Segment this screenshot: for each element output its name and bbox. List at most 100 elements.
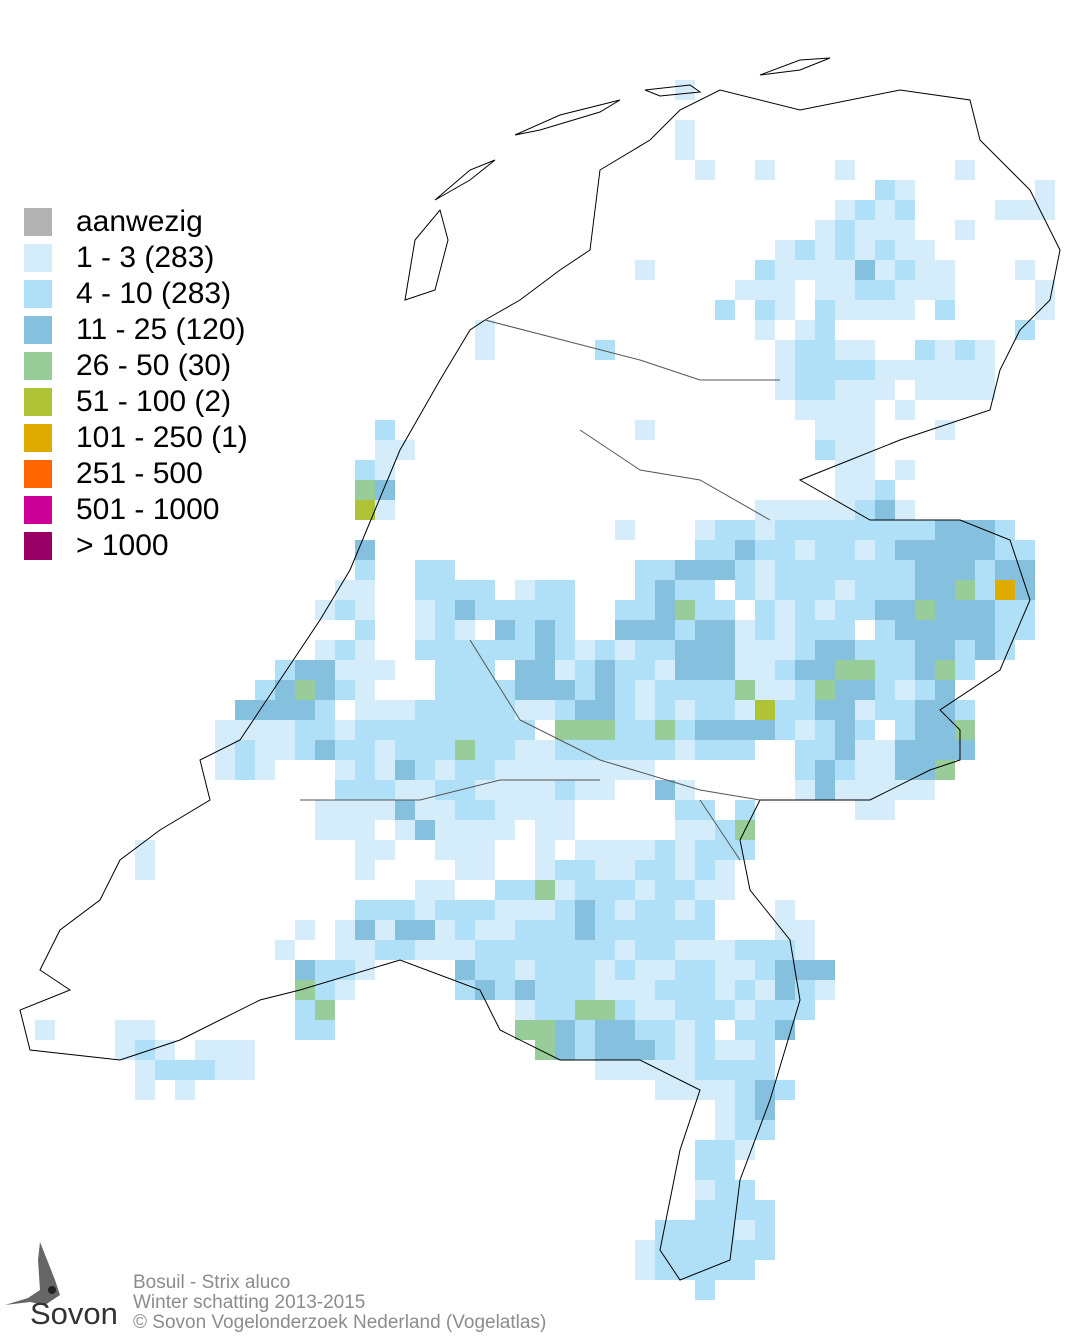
- grid-cell: [595, 1060, 615, 1080]
- grid-cell: [275, 720, 295, 740]
- grid-cell: [795, 760, 815, 780]
- grid-cell: [395, 820, 415, 840]
- grid-cell: [835, 280, 855, 300]
- grid-cell: [535, 680, 555, 700]
- grid-cell: [595, 680, 615, 700]
- grid-cell: [435, 600, 455, 620]
- grid-cell: [855, 300, 875, 320]
- grid-cell: [735, 800, 755, 820]
- grid-cell: [135, 860, 155, 880]
- grid-cell: [755, 980, 775, 1000]
- grid-cell: [355, 480, 375, 500]
- grid-cell: [995, 520, 1015, 540]
- grid-cell: [835, 300, 855, 320]
- grid-cell: [455, 720, 475, 740]
- grid-cell: [795, 340, 815, 360]
- grid-cell: [335, 720, 355, 740]
- grid-cell: [695, 1020, 715, 1040]
- grid-cell: [855, 660, 875, 680]
- legend-swatch: [24, 388, 52, 416]
- grid-cell: [555, 820, 575, 840]
- country-outline: [19, 57, 1061, 1281]
- grid-cell: [755, 1100, 775, 1120]
- grid-cell: [375, 920, 395, 940]
- mainland-border: [19, 89, 1061, 1281]
- legend-swatch: [24, 532, 52, 560]
- grid-cell: [775, 360, 795, 380]
- grid-cell: [655, 700, 675, 720]
- grid-cell: [755, 520, 775, 540]
- grid-cell: [895, 560, 915, 580]
- grid-cell: [535, 600, 555, 620]
- grid-cell: [375, 940, 395, 960]
- grid-cell: [395, 940, 415, 960]
- grid-cell: [355, 940, 375, 960]
- grid-cell: [915, 520, 935, 540]
- grid-cell: [275, 700, 295, 720]
- grid-cell: [615, 860, 635, 880]
- grid-cell: [535, 1000, 555, 1020]
- grid-cell: [835, 160, 855, 180]
- grid-cell: [295, 720, 315, 740]
- grid-cell: [655, 780, 675, 800]
- legend-swatch: [24, 424, 52, 452]
- grid-cell: [715, 1080, 735, 1100]
- grid-cell: [495, 680, 515, 700]
- grid-cell: [835, 380, 855, 400]
- grid-cell: [995, 620, 1015, 640]
- legend-item: 501 - 1000: [24, 492, 248, 528]
- grid-cell: [395, 440, 415, 460]
- grid-cell: [615, 520, 635, 540]
- grid-cell: [555, 720, 575, 740]
- grid-cell: [835, 760, 855, 780]
- grid-cell: [735, 720, 755, 740]
- grid-cell: [675, 940, 695, 960]
- grid-cell: [335, 660, 355, 680]
- legend-item: 11 - 25 (120): [24, 312, 248, 348]
- grid-cell: [375, 800, 395, 820]
- grid-cell: [695, 660, 715, 680]
- grid-cell: [915, 240, 935, 260]
- grid-cell: [895, 720, 915, 740]
- grid-cell: [875, 280, 895, 300]
- grid-cell: [735, 640, 755, 660]
- grid-cell: [855, 740, 875, 760]
- grid-cell: [615, 1060, 635, 1080]
- grid-cell: [695, 1220, 715, 1240]
- grid-cell: [735, 700, 755, 720]
- grid-cell: [635, 1260, 655, 1280]
- grid-cell: [375, 440, 395, 460]
- grid-cell: [835, 400, 855, 420]
- grid-cell: [535, 660, 555, 680]
- grid-cell: [1035, 180, 1055, 200]
- grid-cell: [635, 700, 655, 720]
- grid-cell: [795, 560, 815, 580]
- grid-cell: [775, 720, 795, 740]
- grid-cell: [655, 560, 675, 580]
- grid-cell: [815, 300, 835, 320]
- grid-cell: [935, 280, 955, 300]
- grid-cell: [935, 760, 955, 780]
- grid-cell: [655, 1220, 675, 1240]
- grid-cell: [335, 680, 355, 700]
- grid-cell: [735, 1140, 755, 1160]
- grid-cell: [695, 880, 715, 900]
- grid-cell: [715, 1040, 735, 1060]
- grid-cell: [535, 920, 555, 940]
- grid-cell: [535, 740, 555, 760]
- grid-cell: [675, 600, 695, 620]
- grid-cell: [415, 740, 435, 760]
- grid-cell: [755, 300, 775, 320]
- grid-cell: [315, 980, 335, 1000]
- grid-cell: [835, 520, 855, 540]
- grid-cell: [915, 280, 935, 300]
- grid-cell: [695, 1160, 715, 1180]
- grid-cell: [935, 740, 955, 760]
- grid-cell: [675, 880, 695, 900]
- grid-cell: [655, 940, 675, 960]
- grid-cell: [515, 800, 535, 820]
- grid-cell: [1015, 560, 1035, 580]
- grid-cell: [755, 1240, 775, 1260]
- grid-cell: [575, 880, 595, 900]
- grid-cell: [435, 780, 455, 800]
